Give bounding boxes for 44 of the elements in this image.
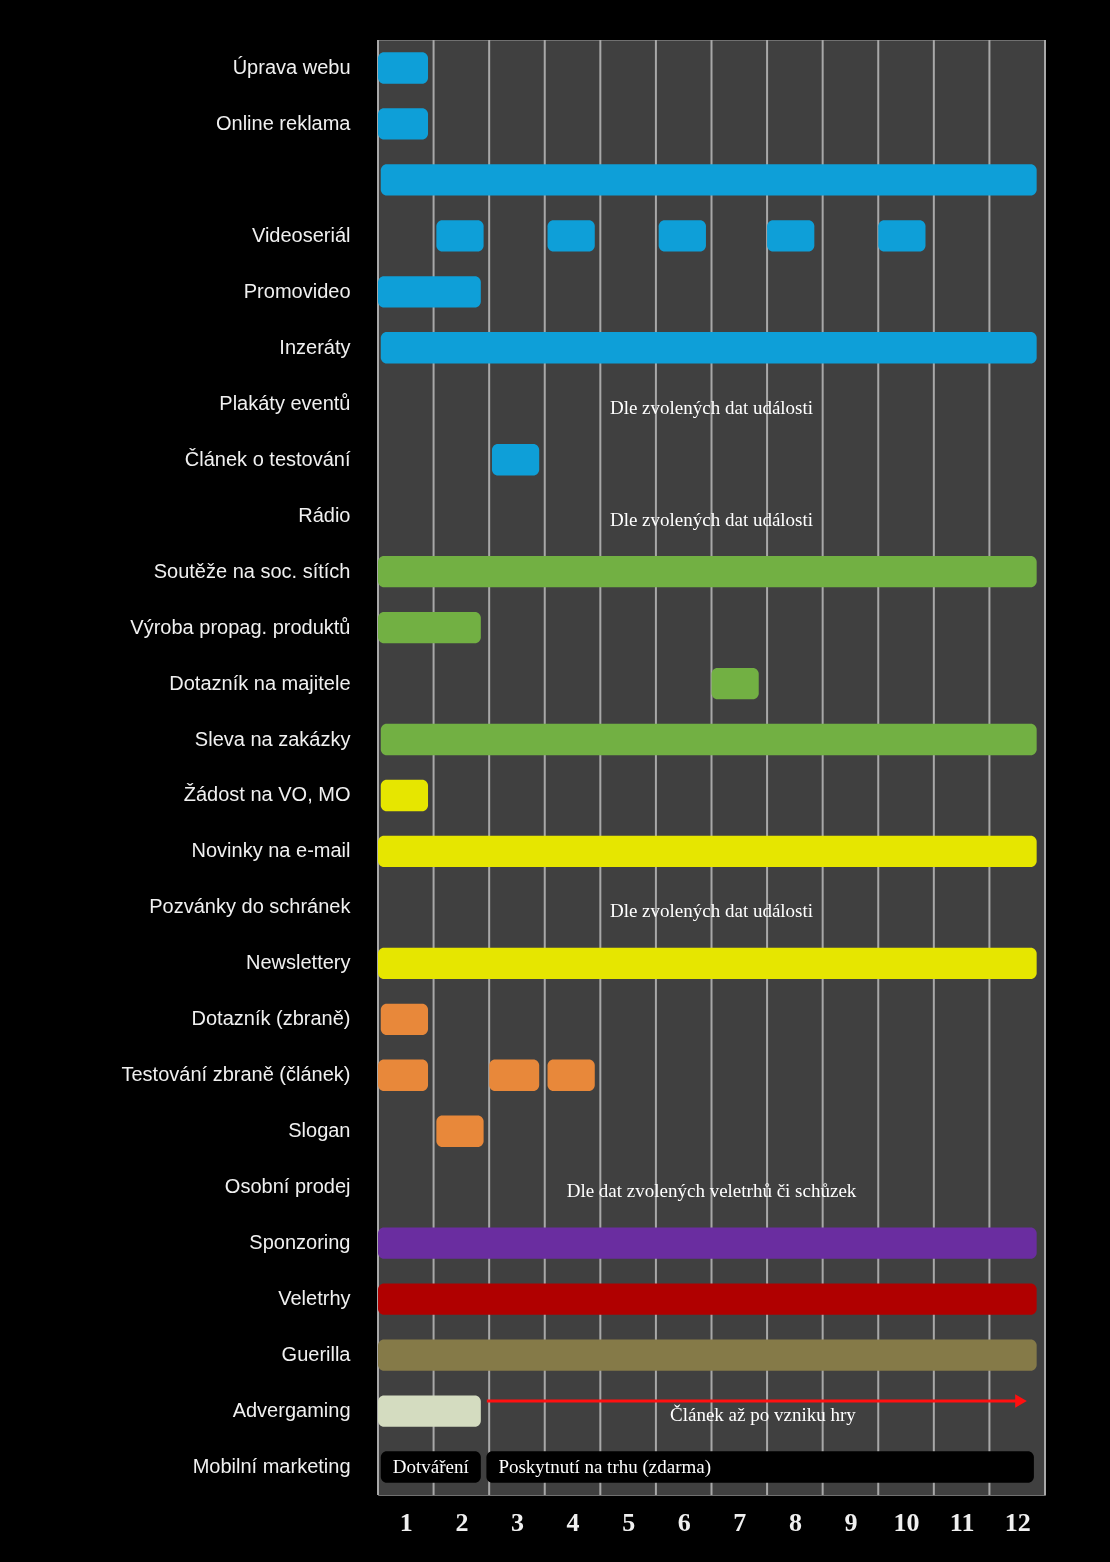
x-tick-label: 11 [949,1507,975,1537]
y-tick-label: Sleva na zakázky [194,727,351,750]
y-tick-label: Slogan [288,1119,351,1142]
x-tick-label: 4 [566,1507,580,1537]
annotation: Dle zvolených dat události [609,508,814,530]
y-tick-label: Plakáty eventů [219,391,351,414]
x-tick-label: 7 [733,1507,747,1537]
annotation: Článek až po vzniku hry [670,1404,857,1426]
y-tick-label: Veletrhy [278,1287,351,1310]
annotation: Dle dat zvolených veletrhů či schůzek [566,1180,857,1202]
y-tick-label: Dotazník na majitele [169,671,351,694]
y-tick-label: Článek o testování [184,447,351,470]
y-tick-label: Pozvánky do schránek [149,895,352,918]
annotation: Dle zvolených dat události [609,900,814,922]
x-tick-label: 5 [622,1507,636,1537]
y-tick-label: Videoseriál [251,223,351,246]
x-tick-label: 10 [893,1507,920,1537]
y-tick-label: Mobilní marketing [192,1455,351,1478]
y-tick-label: Výroba propag. produktů [130,615,351,638]
y-tick-label: Úprava webu [232,55,351,78]
x-tick-label: 2 [455,1507,469,1537]
y-tick-label: Žádost na VO, MO [183,783,351,806]
y-tick-label: Soutěže na soc. sítích [153,559,351,582]
y-tick-label: Advergaming [232,1399,351,1422]
y-tick-label: Promovideo [243,279,351,302]
y-tick-label: Online reklama [215,111,352,134]
y-tick-label: Novinky na e-mail [191,839,351,862]
y-tick-label: Dotazník (zbraně) [191,1007,351,1030]
y-tick-label: Rádio [298,503,351,526]
x-tick-label: 8 [788,1507,802,1537]
x-tick-label: 6 [677,1507,691,1537]
data-label: Poskytnutí na trhu (zdarma) [498,1456,712,1479]
x-tick-label: 12 [1004,1507,1031,1537]
y-tick-label: Testování zbraně (článek) [121,1063,351,1086]
y-tick-label: Inzeráty [279,335,351,358]
y-tick-label: Sponzoring [249,1231,351,1254]
annotation: Dle zvolených dat události [609,396,814,418]
y-tick-label: Newslettery [246,951,351,974]
x-tick-label: 3 [510,1507,524,1537]
y-tick-label: Guerilla [281,1343,352,1366]
y-tick-label: Osobní prodej [224,1175,351,1198]
x-tick-label: 1 [399,1507,413,1537]
data-label: Dotváření [392,1456,470,1478]
x-tick-label: 9 [844,1507,858,1537]
